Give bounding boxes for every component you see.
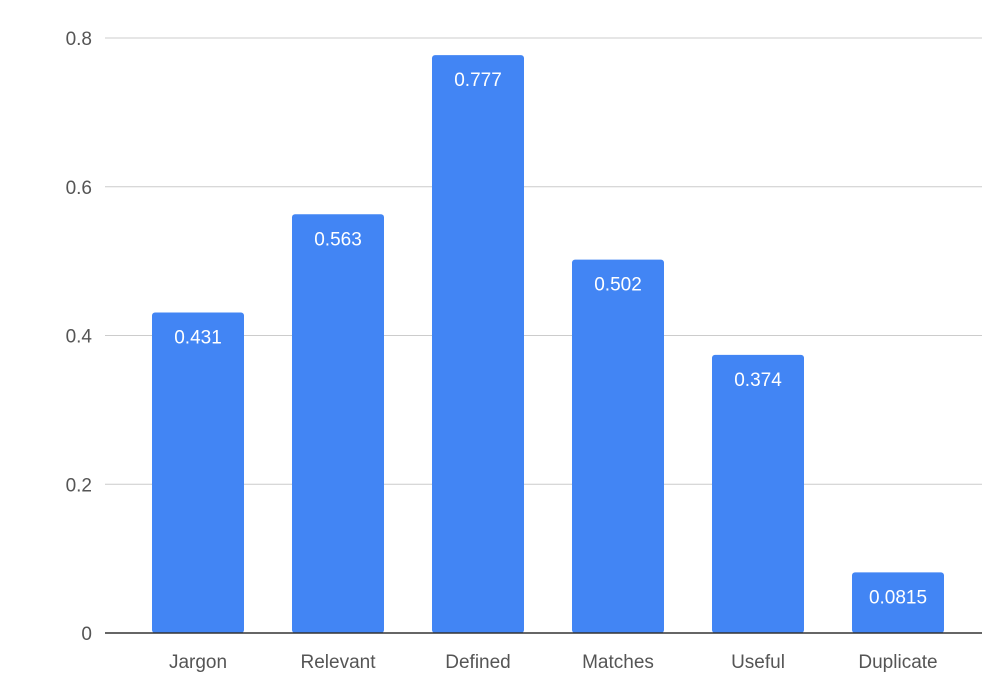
bar-value-label: 0.431	[174, 327, 222, 348]
bar-value-label: 0.563	[314, 229, 362, 250]
x-category-label: Relevant	[301, 652, 377, 673]
bar	[852, 572, 944, 633]
y-tick-label: 0.4	[66, 327, 93, 348]
y-tick-label: 0.8	[66, 29, 92, 50]
x-category-label: Useful	[731, 652, 785, 673]
bar	[432, 55, 524, 633]
x-category-label: Matches	[582, 652, 654, 673]
bar-value-label: 0.0815	[869, 587, 927, 608]
bar-value-label: 0.502	[594, 275, 642, 296]
y-tick-label: 0.6	[66, 178, 92, 199]
y-tick-label: 0.2	[66, 475, 92, 496]
x-axis-labels: Jargon Relevant Defined Matches Useful Duplic…	[169, 652, 938, 673]
bar-value-label: 0.374	[734, 370, 782, 391]
x-category-label: Jargon	[169, 652, 227, 673]
bar	[712, 354, 804, 633]
x-category-label: Duplicate	[858, 652, 937, 673]
bar	[152, 312, 244, 633]
x-category-label: Defined	[445, 652, 511, 673]
y-axis-ticks: 0 0.2 0.4 0.6 0.8	[66, 29, 93, 645]
bars: 0.431 0.563 0.777 0.502 0.374 0.0815	[152, 55, 944, 634]
bar-value-label: 0.777	[454, 70, 502, 91]
y-tick-label: 0	[81, 624, 92, 645]
bar	[292, 214, 384, 634]
gridlines	[105, 37, 982, 485]
bar	[572, 259, 664, 633]
